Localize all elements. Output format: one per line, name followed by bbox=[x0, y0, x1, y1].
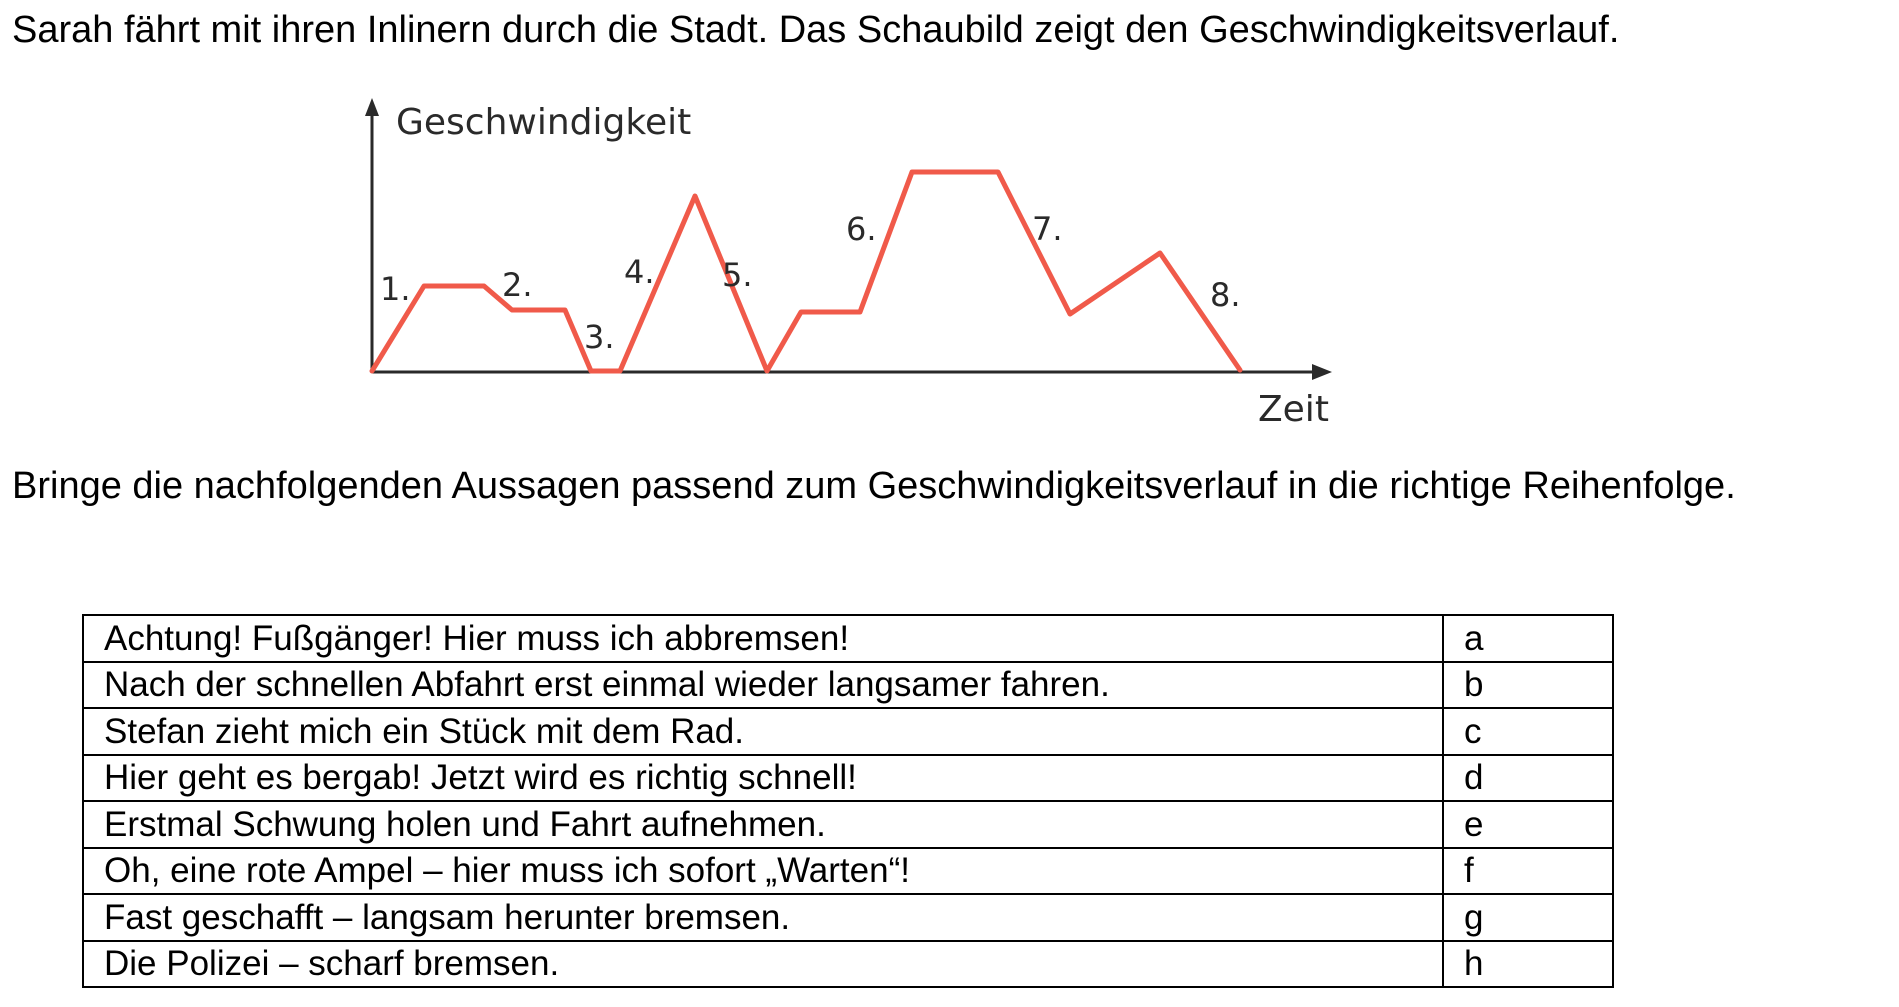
table-row: Achtung! Fußgänger! Hier muss ich abbrem… bbox=[82, 614, 1614, 663]
statement-text: Fast geschafft – langsam herunter bremse… bbox=[82, 893, 1444, 942]
statement-letter: e bbox=[1442, 800, 1614, 849]
statement-text: Hier geht es bergab! Jetzt wird es richt… bbox=[82, 753, 1444, 802]
speed-curve bbox=[369, 169, 1243, 374]
segment-label-2: 2. bbox=[502, 266, 533, 304]
statement-text: Achtung! Fußgänger! Hier muss ich abbrem… bbox=[82, 614, 1444, 663]
statement-letter: b bbox=[1442, 660, 1614, 709]
segment-label-7: 7. bbox=[1032, 210, 1063, 248]
statement-letter: c bbox=[1442, 707, 1614, 756]
intro-text: Sarah fährt mit ihren Inlinern durch die… bbox=[12, 9, 1620, 51]
x-axis-label: Zeit bbox=[1258, 389, 1329, 430]
table-row: Fast geschafft – langsam herunter bremse… bbox=[82, 893, 1614, 942]
x-axis-arrow-icon bbox=[1312, 364, 1332, 380]
table-row: Oh, eine rote Ampel – hier muss ich sofo… bbox=[82, 846, 1614, 895]
statement-text: Erstmal Schwung holen und Fahrt aufnehme… bbox=[82, 800, 1444, 849]
segment-label-3: 3. bbox=[584, 318, 615, 356]
segment-label-8: 8. bbox=[1210, 276, 1241, 314]
segment-label-5: 5. bbox=[722, 256, 753, 294]
statement-letter: h bbox=[1442, 939, 1614, 988]
speed-graph: Geschwindigkeit Zeit 1. 2. 3. 4. 5. 6. 7… bbox=[350, 88, 1350, 438]
table-row: Die Polizei – scharf bremsen. h bbox=[82, 939, 1614, 988]
segment-label-4: 4. bbox=[624, 253, 655, 291]
table-row: Hier geht es bergab! Jetzt wird es richt… bbox=[82, 753, 1614, 802]
statements-table: Achtung! Fußgänger! Hier muss ich abbrem… bbox=[82, 614, 1614, 988]
statement-letter: g bbox=[1442, 893, 1614, 942]
statement-text: Oh, eine rote Ampel – hier muss ich sofo… bbox=[82, 846, 1444, 895]
segment-label-1: 1. bbox=[380, 270, 411, 308]
instruction-text: Bringe die nachfolgenden Aussagen passen… bbox=[12, 465, 1736, 507]
statement-letter: a bbox=[1442, 614, 1614, 663]
segment-label-6: 6. bbox=[846, 210, 877, 248]
speed-graph-svg: Geschwindigkeit Zeit 1. 2. 3. 4. 5. 6. 7… bbox=[365, 98, 1332, 430]
statement-text: Nach der schnellen Abfahrt erst einmal w… bbox=[82, 660, 1444, 709]
table-row: Erstmal Schwung holen und Fahrt aufnehme… bbox=[82, 800, 1614, 849]
y-axis-label: Geschwindigkeit bbox=[396, 102, 691, 143]
table-row: Nach der schnellen Abfahrt erst einmal w… bbox=[82, 660, 1614, 709]
statement-letter: d bbox=[1442, 753, 1614, 802]
statement-letter: f bbox=[1442, 846, 1614, 895]
table-row: Stefan zieht mich ein Stück mit dem Rad.… bbox=[82, 707, 1614, 756]
y-axis-arrow-icon bbox=[365, 98, 379, 116]
statement-text: Stefan zieht mich ein Stück mit dem Rad. bbox=[82, 707, 1444, 756]
statement-text: Die Polizei – scharf bremsen. bbox=[82, 939, 1444, 988]
